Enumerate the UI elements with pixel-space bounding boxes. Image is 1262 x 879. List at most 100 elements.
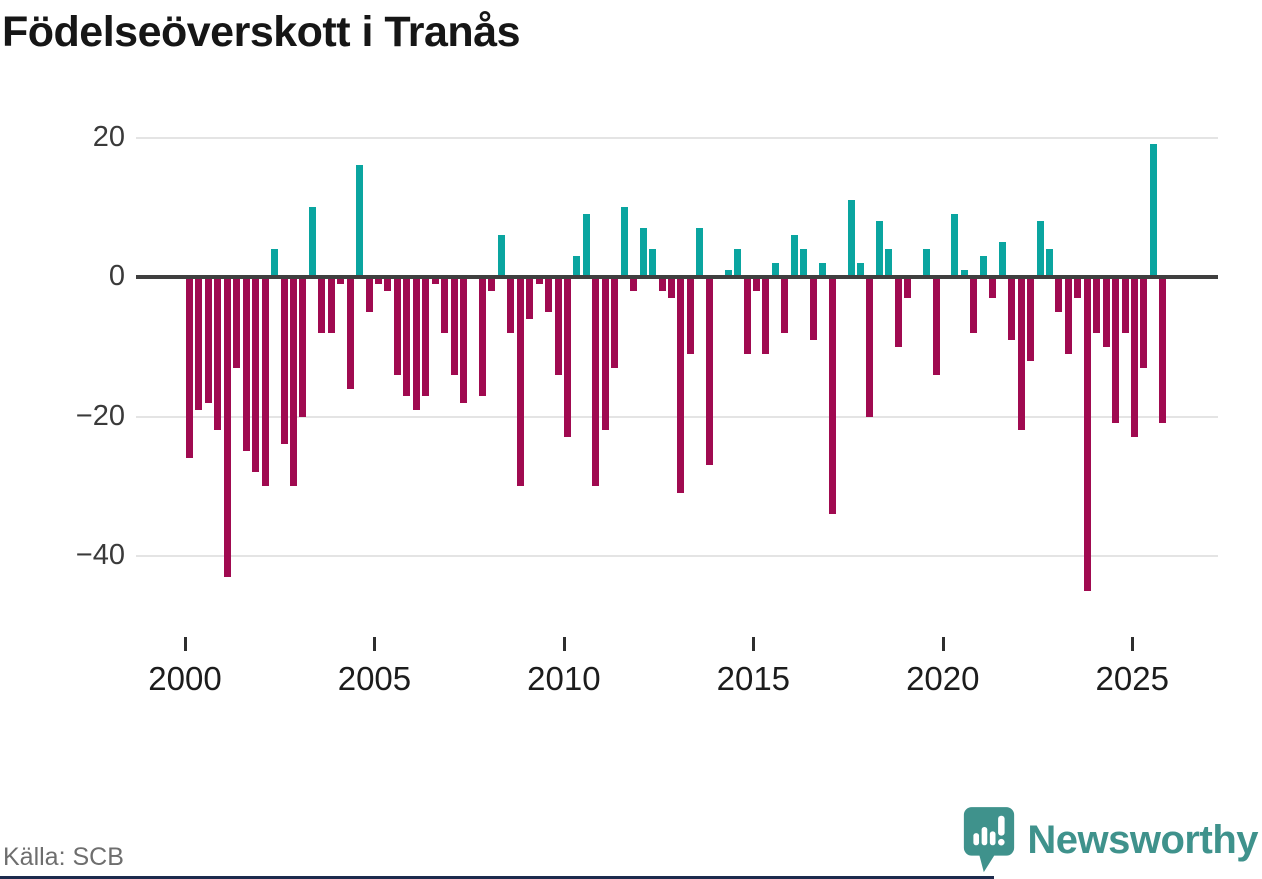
bar <box>1159 277 1167 424</box>
bar <box>393 277 401 375</box>
bar <box>601 277 609 431</box>
zero-line <box>136 275 1218 279</box>
bar <box>639 228 647 277</box>
bar <box>516 277 524 487</box>
bar <box>1008 277 1016 340</box>
bar <box>337 277 345 284</box>
bar <box>592 277 600 487</box>
bar <box>828 277 836 515</box>
y-tick-label: 20 <box>92 120 125 153</box>
bar <box>998 242 1006 277</box>
footer-accent-bar <box>0 876 994 879</box>
source-label: Källa: SCB <box>3 843 124 871</box>
gridline-20 <box>136 136 1218 139</box>
bar <box>1017 277 1025 431</box>
bar <box>507 277 515 333</box>
x-tick-label: 2010 <box>527 660 601 697</box>
y-tick-label: 0 <box>108 260 125 292</box>
gridline--20 <box>136 415 1218 418</box>
bar <box>923 249 931 277</box>
bar <box>809 277 817 340</box>
bar <box>951 214 959 277</box>
bar <box>696 228 704 277</box>
y-axis-labels: 20 0 −20 −40 <box>0 120 125 620</box>
bar <box>1140 277 1148 368</box>
bar <box>705 277 713 466</box>
bar <box>1074 277 1082 298</box>
bar <box>667 277 675 298</box>
chart-title: Födelseöverskott i Tranås <box>2 8 521 56</box>
bar <box>630 277 638 291</box>
bar <box>573 256 581 277</box>
bar <box>800 249 808 277</box>
bar <box>242 277 250 452</box>
bar <box>1045 249 1053 277</box>
bar <box>753 277 760 291</box>
bar <box>422 277 430 396</box>
bar <box>233 277 241 368</box>
bar <box>658 277 666 291</box>
x-tick-mark <box>1131 637 1135 651</box>
bar <box>384 277 392 291</box>
bar <box>960 270 968 277</box>
bar <box>223 277 231 577</box>
newsworthy-wordmark: Newsworthy <box>1027 817 1258 862</box>
bar <box>1064 277 1072 354</box>
bar <box>318 277 326 333</box>
x-tick-label: 2025 <box>1095 660 1169 697</box>
bar <box>819 263 827 277</box>
bar <box>365 277 373 312</box>
bar <box>970 277 978 333</box>
x-tick-mark <box>373 637 377 651</box>
bar <box>1027 277 1035 361</box>
bar <box>856 263 864 277</box>
newsworthy-icon <box>964 807 1015 873</box>
bar <box>460 277 468 403</box>
gridline--40 <box>136 555 1218 557</box>
bar <box>195 277 203 410</box>
bar <box>564 277 571 438</box>
bar <box>299 277 307 417</box>
bar <box>545 277 553 312</box>
bar <box>734 249 742 277</box>
bar <box>280 277 288 445</box>
bar <box>271 249 279 277</box>
bar <box>289 277 297 487</box>
bar <box>894 277 902 347</box>
bar <box>724 270 732 277</box>
bar <box>620 207 628 277</box>
bar <box>526 277 534 319</box>
bar <box>1036 221 1044 277</box>
bar <box>261 277 269 487</box>
bar <box>450 277 458 375</box>
bar <box>979 256 987 277</box>
x-tick-mark <box>562 637 566 651</box>
bar <box>649 249 657 277</box>
x-tick-mark <box>941 637 945 651</box>
bar <box>478 277 486 396</box>
bar <box>441 277 449 333</box>
bar <box>488 277 496 291</box>
bar <box>214 277 222 431</box>
bar <box>375 277 382 284</box>
bar <box>1083 277 1091 591</box>
x-tick-label: 2005 <box>337 660 412 697</box>
bar <box>535 277 543 284</box>
bar <box>686 277 694 354</box>
bar <box>1055 277 1063 312</box>
bar <box>771 263 779 277</box>
bar <box>1131 277 1138 438</box>
bar <box>1121 277 1129 333</box>
bar <box>1112 277 1120 424</box>
bar <box>346 277 354 389</box>
bar <box>847 200 855 277</box>
bar <box>989 277 997 298</box>
bar <box>932 277 940 375</box>
x-tick-label: 2015 <box>716 660 791 697</box>
bar <box>866 277 874 417</box>
bar <box>1102 277 1110 347</box>
bar <box>781 277 789 333</box>
bar <box>252 277 260 473</box>
bar <box>327 277 335 333</box>
